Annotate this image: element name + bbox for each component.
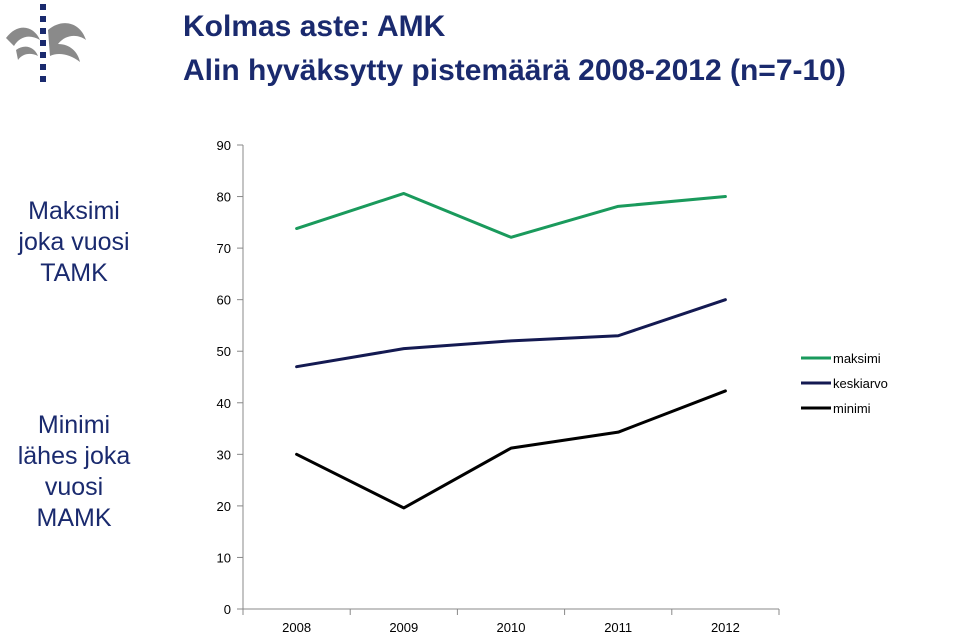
y-tick-label: 60 [217,293,231,308]
legend-label-maksimi: maksimi [833,351,881,366]
series-line-keskiarvo [295,298,727,369]
y-tick-label: 0 [224,602,231,617]
x-tick-label: 2009 [389,620,418,635]
flame-logo-icon [6,4,86,82]
page-title: Kolmas aste: AMK [183,10,446,43]
y-tick-label: 30 [217,447,231,462]
y-tick-label: 40 [217,396,231,411]
x-tick-label: 2012 [711,620,740,635]
y-tick-label: 10 [217,550,231,565]
legend-label-keskiarvo: keskiarvo [833,376,888,391]
x-tick-label: 2008 [282,620,311,635]
y-tick-label: 80 [217,190,231,205]
y-tick-label: 20 [217,499,231,514]
legend-label-minimi: minimi [833,401,871,416]
y-tick-label: 90 [217,138,231,153]
series-line-minimi [295,389,727,510]
y-tick-label: 70 [217,241,231,256]
side-label-top: Maksimi joka vuosi TAMK [18,197,130,287]
series-line-maksimi [295,191,727,239]
side-label-bottom: Minimi lähes joka vuosi MAMK [17,411,131,532]
x-tick-label: 2010 [497,620,526,635]
y-tick-label: 50 [217,344,231,359]
x-tick-label: 2011 [604,620,632,635]
page-subtitle: Alin hyväksytty pistemäärä 2008-2012 (n=… [183,54,846,87]
